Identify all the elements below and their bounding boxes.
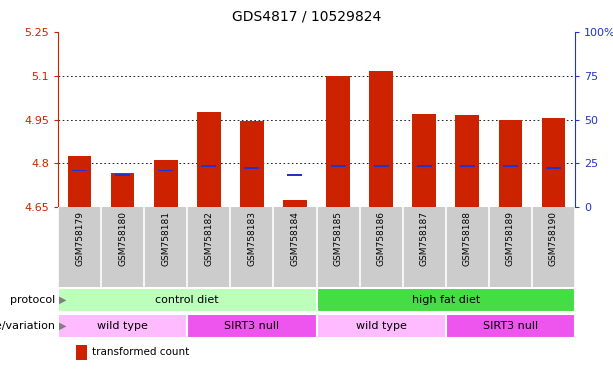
Bar [72, 170, 87, 171]
Bar [115, 174, 130, 176]
Text: GSM758190: GSM758190 [549, 211, 558, 266]
Bar [111, 174, 134, 207]
Bar [158, 170, 173, 171]
Bar [58, 313, 187, 338]
Bar [330, 165, 346, 167]
Text: transformed count: transformed count [92, 347, 189, 357]
Text: high fat diet: high fat diet [411, 295, 480, 305]
Bar [413, 114, 436, 207]
Text: GSM758186: GSM758186 [376, 211, 386, 266]
Bar [498, 119, 522, 207]
Bar [287, 174, 302, 176]
Text: GSM758188: GSM758188 [463, 211, 472, 266]
Bar [316, 313, 446, 338]
Bar [197, 112, 221, 207]
Text: protocol: protocol [10, 295, 55, 305]
Bar [201, 165, 216, 167]
Bar [503, 165, 518, 167]
Text: GSM758189: GSM758189 [506, 211, 515, 266]
Text: GDS4817 / 10529824: GDS4817 / 10529824 [232, 9, 381, 23]
Bar [67, 156, 91, 207]
Bar [316, 288, 575, 313]
Bar [455, 115, 479, 207]
Bar [369, 71, 393, 207]
Bar [446, 313, 575, 338]
Bar [326, 76, 350, 207]
Text: SIRT3 null: SIRT3 null [483, 321, 538, 331]
Text: ▶: ▶ [59, 321, 67, 331]
Text: ▶: ▶ [59, 295, 67, 305]
Text: GSM758180: GSM758180 [118, 211, 127, 266]
Text: genotype/variation: genotype/variation [0, 321, 55, 331]
Text: SIRT3 null: SIRT3 null [224, 321, 280, 331]
Text: GSM758187: GSM758187 [420, 211, 428, 266]
Text: GSM758184: GSM758184 [291, 211, 300, 266]
Text: GSM758182: GSM758182 [204, 211, 213, 266]
Bar [542, 118, 565, 207]
Bar [58, 288, 316, 313]
Text: GSM758185: GSM758185 [333, 211, 343, 266]
Bar [283, 200, 306, 207]
Text: wild type: wild type [356, 321, 406, 331]
Bar [373, 165, 389, 167]
Text: GSM758179: GSM758179 [75, 211, 84, 266]
Bar [245, 167, 259, 169]
Text: GSM758181: GSM758181 [161, 211, 170, 266]
Bar [154, 161, 178, 207]
Bar [240, 121, 264, 207]
Bar [546, 167, 561, 169]
Text: control diet: control diet [156, 295, 219, 305]
Text: wild type: wild type [97, 321, 148, 331]
Bar [417, 165, 432, 167]
Bar [460, 165, 475, 167]
Bar [187, 313, 316, 338]
Text: GSM758183: GSM758183 [248, 211, 256, 266]
